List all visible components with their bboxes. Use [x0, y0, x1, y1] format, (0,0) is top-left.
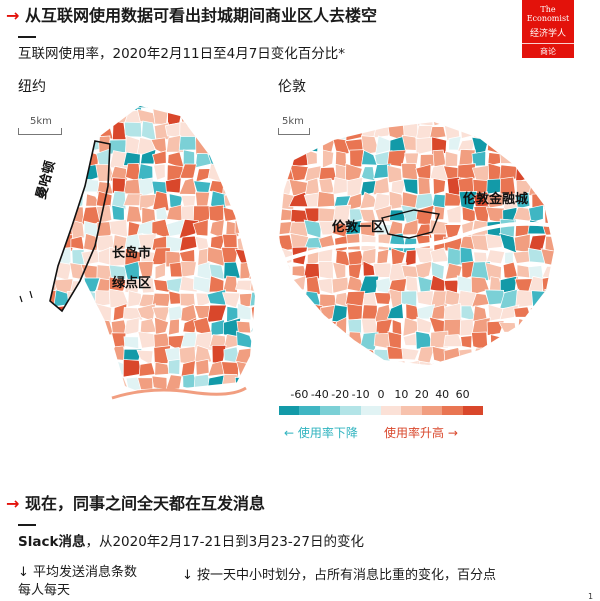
legend-caption-up: 使用率升高 → — [384, 426, 458, 440]
label-long-island-city: 长岛市 — [112, 246, 152, 261]
legend-tick-label: 10 — [394, 388, 409, 401]
legend-swatch — [462, 406, 483, 415]
legend-swatch — [442, 406, 463, 415]
legend-tick-label: 40 — [435, 388, 450, 401]
legend-swatch — [401, 406, 422, 415]
map-title-new-york: 纽约 — [18, 79, 46, 95]
new-york-map — [19, 106, 255, 418]
legend-tick-label: 0 — [377, 388, 385, 401]
subtitle-rest: ，从2020年2月17-21日到3月23-27日的变化 — [85, 534, 364, 550]
arrow-icon: → — [6, 494, 20, 513]
label-greenpoint: 绿点区 — [112, 276, 152, 291]
legend-swatch — [360, 406, 381, 415]
legend-swatch — [421, 406, 443, 415]
chart-subtitle: 互联网使用率，2020年2月11日至4月7日变化百分比* — [18, 46, 346, 62]
legend-swatch — [381, 406, 402, 415]
scale-label-london: 5km — [282, 116, 304, 127]
scale-label-ny: 5km — [30, 116, 52, 127]
legend-swatch — [299, 406, 320, 415]
note-hourly: ↓ 按一天中小时划分，占所有消息比重的变化，百分点 — [182, 568, 497, 583]
page-number: 1 — [588, 592, 594, 601]
scale-bar-ny — [18, 128, 62, 135]
section2-subtitle: Slack消息，从2020年2月17-21日到3月23-27日的变化 — [18, 530, 364, 550]
label-canary-wharf: 伦敦金融城 — [463, 192, 529, 207]
note-messages: ↓ 平均发送消息条数 每人每天 — [18, 565, 138, 598]
legend-swatch — [319, 406, 341, 415]
legend-tick-label: -10 — [351, 388, 370, 401]
section2-headline: → 现在，同事之间全天都在互发消息 — [6, 490, 265, 514]
rule — [18, 524, 36, 526]
arrow-icon: → — [6, 6, 20, 25]
london-map — [279, 122, 554, 365]
headline: → 从互联网使用数据可看出封城期间商业区人去楼空 — [6, 2, 377, 26]
legend-swatch — [340, 406, 361, 415]
legend-tick-label: -60 — [290, 388, 309, 401]
scale-bar-london — [278, 128, 310, 135]
legend-tick-label: 20 — [414, 388, 429, 401]
legend-tick-label: 60 — [455, 388, 470, 401]
rule — [18, 36, 36, 38]
map-title-london: 伦敦 — [278, 79, 306, 95]
headline-text: 从互联网使用数据可看出封城期间商业区人去楼空 — [24, 6, 377, 25]
section2-headline-text: 现在，同事之间全天都在互发消息 — [24, 494, 265, 513]
legend-tick-label: -20 — [331, 388, 350, 401]
economist-logo: The Economist 经济学人 商论 — [522, 0, 574, 58]
legend-caption-down: ← 使用率下降 — [284, 426, 358, 440]
legend-tick-label: -40 — [310, 388, 329, 401]
label-london-city: 伦敦一区 — [332, 220, 385, 235]
legend-swatch — [279, 406, 300, 415]
subtitle-bold: Slack消息 — [18, 534, 86, 550]
